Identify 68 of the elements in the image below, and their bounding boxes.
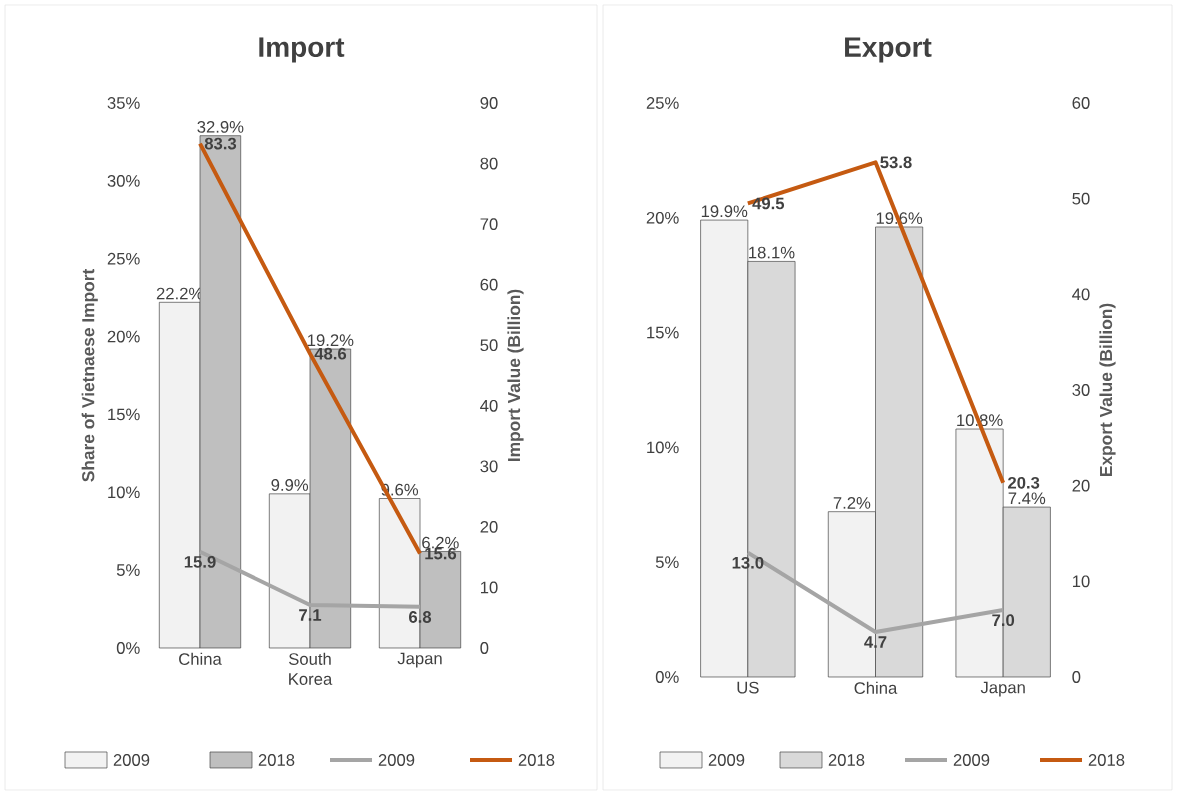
data-label: 32.9% [197,120,244,133]
legend-label: 2009 [953,754,990,766]
y-tick-label: 25% [646,97,679,109]
y2-tick-label: 30 [1072,384,1090,396]
data-label: 20.3 [1008,476,1040,489]
y-axis-title: Share of Vietnaese Import [81,268,98,482]
data-label: 7.0 [992,614,1015,627]
x-tick-label: China [854,681,898,694]
y2-tick-label: 40 [1072,288,1090,301]
legend-label: 2009 [378,754,415,766]
y-tick-label: 0% [116,642,140,654]
data-label: 6.8 [409,611,432,623]
y-tick-label: 15% [108,408,140,421]
data-label: 15.6 [425,547,457,560]
y2-tick-label: 0 [480,642,489,654]
chart-title: Export [845,37,932,63]
y-tick-label: 25% [107,252,140,265]
y-tick-label: 20% [646,211,679,224]
data-label: 7.1 [299,609,322,621]
data-label: 7.4% [1008,492,1046,505]
legend-label: 2009 [113,754,150,766]
y2-tick-label: 10 [480,581,498,594]
y-tick-label: 20% [107,330,140,343]
data-label: 19.2% [308,334,354,347]
x-tick-label: Japan [397,652,442,668]
data-label: 6.2% [422,536,459,549]
x-tick-label: South Korea [288,652,333,685]
y2-tick-label: 90 [480,97,498,109]
legend-label: 2018 [1088,754,1125,766]
legend-label: 2018 [518,754,555,766]
y2-tick-label: 70 [480,218,498,231]
data-label: 83.3 [204,137,237,150]
y-tick-label: 35% [107,97,140,109]
y2-tick-label: 10 [1072,575,1090,588]
y2-tick-label: 50 [480,339,498,352]
y2-tick-label: 60 [1072,97,1090,109]
y2-tick-label: 60 [480,278,498,291]
data-label: 15.9 [184,555,216,568]
y-tick-label: 0% [655,671,679,683]
y2-tick-label: 40 [480,399,498,412]
y2-tick-label: 50 [1072,192,1090,205]
chart-title: Import [259,37,345,63]
data-label: 7.2% [833,497,871,509]
data-label: 18.1% [749,246,795,259]
y-tick-label: 15% [647,326,679,339]
y-tick-label: 30% [107,174,140,187]
data-label: 53.8 [880,156,912,169]
x-tick-label: Japan [980,681,1025,697]
data-label: 19.9% [701,205,748,218]
y2-tick-label: 30 [480,460,498,473]
y-tick-label: 5% [655,556,679,569]
x-tick-label: US [737,681,759,694]
y2-tick-label: 20 [480,520,498,533]
y-tick-label: 10% [647,441,679,454]
y2-axis-title: Export Value (Billion) [1099,303,1116,476]
data-label: 48.6 [314,347,347,360]
data-label: 9.9% [271,479,309,491]
data-label: 49.5 [752,197,785,210]
y-tick-label: 10% [108,486,140,499]
y2-axis-title: Import Value (Billion) [507,289,524,462]
legend-label: 2009 [708,754,745,766]
y-tick-label: 5% [116,564,140,576]
legend-label: 2018 [828,754,865,766]
x-tick-label: China [179,652,222,665]
y2-tick-label: 0 [1072,671,1081,683]
legend-label: 2018 [258,754,295,766]
y2-tick-label: 80 [480,157,498,170]
y2-tick-label: 20 [1072,479,1090,492]
